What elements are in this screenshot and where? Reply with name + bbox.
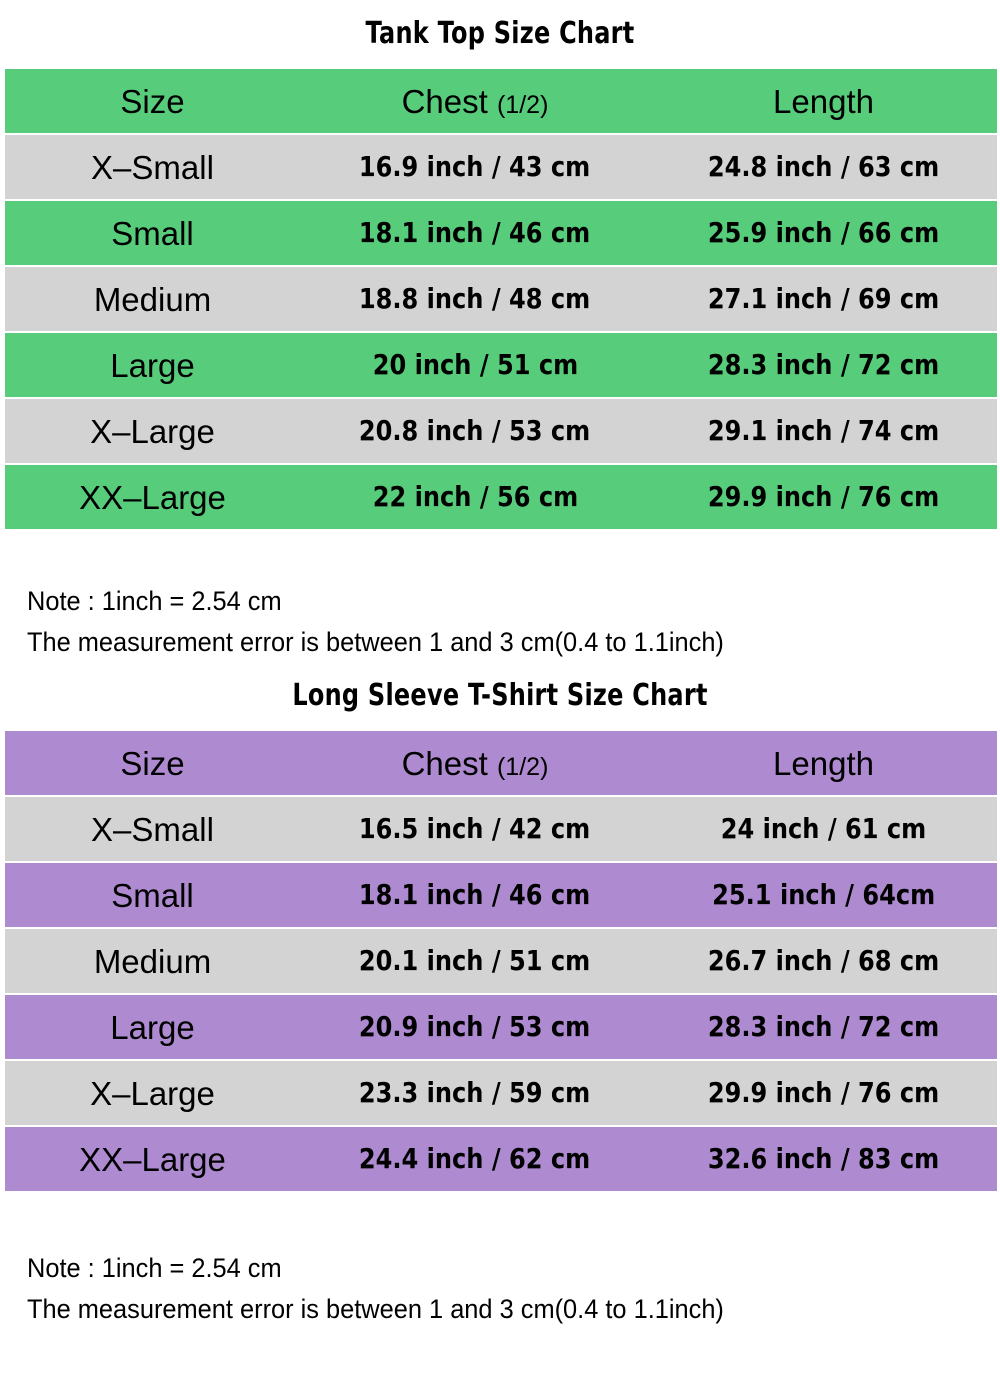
column-header-chest-fraction: (1/2): [496, 90, 549, 119]
cell-size: XX–Large: [5, 1127, 300, 1192]
cell-size: X–Small: [5, 135, 300, 199]
cell-length-value: 25.1 inch / 64cm: [711, 878, 936, 912]
long-sleeve-notes: Note : 1inch = 2.54 cm The measurement e…: [0, 1193, 1000, 1330]
cell-length: 25.9 inch / 66 cm: [650, 201, 997, 265]
note-unit-conversion: Note : 1inch = 2.54 cm: [27, 1253, 282, 1284]
column-header-chest-main: Chest: [401, 82, 488, 120]
cell-chest-value: 20 inch / 51 cm: [372, 348, 578, 381]
note-unit-conversion: Note : 1inch = 2.54 cm: [27, 586, 282, 616]
note-measurement-error: The measurement error is between 1 and 3…: [27, 627, 724, 658]
column-header-length: Length: [650, 69, 997, 133]
column-header-length: Length: [650, 731, 997, 796]
table-row: Large 20 inch / 51 cm 28.3 inch / 72 cm: [5, 333, 997, 397]
table-row: X–Large 23.3 inch / 59 cm 29.9 inch / 76…: [5, 1061, 997, 1126]
column-header-chest-main: Chest: [401, 744, 488, 782]
cell-chest: 18.8 inch / 48 cm: [300, 267, 650, 331]
tank-top-chart-title: Tank Top Size Chart: [365, 16, 635, 51]
cell-length-value: 27.1 inch / 69 cm: [707, 282, 940, 315]
table-header-row: Size Chest (1/2) Length: [5, 731, 997, 796]
cell-length: 25.1 inch / 64cm: [650, 863, 997, 928]
cell-chest-value: 20.1 inch / 51 cm: [359, 944, 591, 978]
cell-chest: 16.5 inch / 42 cm: [300, 797, 650, 862]
long-sleeve-chart-title: Long Sleeve T-Shirt Size Chart: [292, 678, 708, 714]
cell-length-value: 28.3 inch / 72 cm: [707, 348, 940, 381]
table-row: Small 18.1 inch / 46 cm 25.9 inch / 66 c…: [5, 201, 997, 265]
cell-chest-value: 18.1 inch / 46 cm: [359, 216, 591, 249]
table-row: Small 18.1 inch / 46 cm 25.1 inch / 64cm: [5, 863, 997, 928]
note-measurement-error: The measurement error is between 1 and 3…: [27, 1294, 724, 1325]
column-header-chest: Chest (1/2): [300, 69, 650, 133]
cell-chest-value: 18.1 inch / 46 cm: [359, 878, 591, 912]
cell-size: Small: [5, 863, 300, 928]
cell-chest: 20 inch / 51 cm: [300, 333, 650, 397]
column-header-size: Size: [5, 731, 300, 796]
cell-length-value: 26.7 inch / 68 cm: [707, 944, 940, 978]
cell-size: Large: [5, 333, 300, 397]
cell-length: 32.6 inch / 83 cm: [650, 1127, 997, 1192]
cell-chest: 24.4 inch / 62 cm: [300, 1127, 650, 1192]
cell-chest-value: 22 inch / 56 cm: [372, 480, 578, 513]
tank-top-size-table: Size Chest (1/2) Length X–Small 16.9 inc…: [5, 67, 997, 531]
table-row: Medium 18.8 inch / 48 cm 27.1 inch / 69 …: [5, 267, 997, 331]
table-row: XX–Large 24.4 inch / 62 cm 32.6 inch / 8…: [5, 1127, 997, 1192]
long-sleeve-title-wrap: Long Sleeve T-Shirt Size Chart: [0, 663, 1000, 729]
cell-length-value: 29.1 inch / 74 cm: [707, 414, 940, 447]
cell-size: Small: [5, 201, 300, 265]
cell-chest-value: 16.5 inch / 42 cm: [359, 812, 591, 846]
cell-chest: 18.1 inch / 46 cm: [300, 201, 650, 265]
cell-length: 24 inch / 61 cm: [650, 797, 997, 862]
table-row: Large 20.9 inch / 53 cm 28.3 inch / 72 c…: [5, 995, 997, 1060]
cell-chest: 20.8 inch / 53 cm: [300, 399, 650, 463]
long-sleeve-size-table: Size Chest (1/2) Length X–Small 16.5 inc…: [5, 729, 997, 1193]
cell-size: XX–Large: [5, 465, 300, 529]
cell-chest-value: 20.9 inch / 53 cm: [359, 1010, 591, 1044]
cell-chest: 23.3 inch / 59 cm: [300, 1061, 650, 1126]
cell-size: X–Large: [5, 1061, 300, 1126]
tank-top-title-wrap: Tank Top Size Chart: [0, 0, 1000, 67]
cell-length-value: 24 inch / 61 cm: [720, 812, 927, 846]
cell-length-value: 28.3 inch / 72 cm: [707, 1010, 940, 1044]
table-row: XX–Large 22 inch / 56 cm 29.9 inch / 76 …: [5, 465, 997, 529]
cell-size: Large: [5, 995, 300, 1060]
cell-length: 28.3 inch / 72 cm: [650, 995, 997, 1060]
cell-length-value: 29.9 inch / 76 cm: [707, 1076, 940, 1110]
table-row: X–Small 16.5 inch / 42 cm 24 inch / 61 c…: [5, 797, 997, 862]
cell-chest: 16.9 inch / 43 cm: [300, 135, 650, 199]
cell-chest-value: 24.4 inch / 62 cm: [359, 1142, 591, 1176]
cell-chest-value: 18.8 inch / 48 cm: [359, 282, 591, 315]
cell-length: 24.8 inch / 63 cm: [650, 135, 997, 199]
cell-length: 27.1 inch / 69 cm: [650, 267, 997, 331]
table-row: X–Large 20.8 inch / 53 cm 29.1 inch / 74…: [5, 399, 997, 463]
cell-chest: 20.9 inch / 53 cm: [300, 995, 650, 1060]
cell-chest-value: 20.8 inch / 53 cm: [359, 414, 591, 447]
cell-length: 28.3 inch / 72 cm: [650, 333, 997, 397]
column-header-chest: Chest (1/2): [300, 731, 650, 796]
cell-length-value: 24.8 inch / 63 cm: [707, 150, 940, 183]
cell-size: X–Large: [5, 399, 300, 463]
cell-chest: 18.1 inch / 46 cm: [300, 863, 650, 928]
cell-length: 26.7 inch / 68 cm: [650, 929, 997, 994]
table-row: X–Small 16.9 inch / 43 cm 24.8 inch / 63…: [5, 135, 997, 199]
cell-chest-value: 23.3 inch / 59 cm: [359, 1076, 591, 1110]
cell-size: X–Small: [5, 797, 300, 862]
cell-length: 29.9 inch / 76 cm: [650, 1061, 997, 1126]
table-header-row: Size Chest (1/2) Length: [5, 69, 997, 133]
tank-top-notes: Note : 1inch = 2.54 cm The measurement e…: [0, 531, 1000, 663]
cell-chest-value: 16.9 inch / 43 cm: [359, 150, 591, 183]
table-row: Medium 20.1 inch / 51 cm 26.7 inch / 68 …: [5, 929, 997, 994]
cell-length-value: 32.6 inch / 83 cm: [707, 1142, 940, 1176]
cell-chest: 22 inch / 56 cm: [300, 465, 650, 529]
cell-length: 29.1 inch / 74 cm: [650, 399, 997, 463]
cell-chest: 20.1 inch / 51 cm: [300, 929, 650, 994]
cell-length: 29.9 inch / 76 cm: [650, 465, 997, 529]
cell-length-value: 25.9 inch / 66 cm: [707, 216, 940, 249]
cell-size: Medium: [5, 929, 300, 994]
cell-size: Medium: [5, 267, 300, 331]
column-header-chest-fraction: (1/2): [496, 752, 549, 781]
column-header-size: Size: [5, 69, 300, 133]
cell-length-value: 29.9 inch / 76 cm: [707, 480, 940, 513]
